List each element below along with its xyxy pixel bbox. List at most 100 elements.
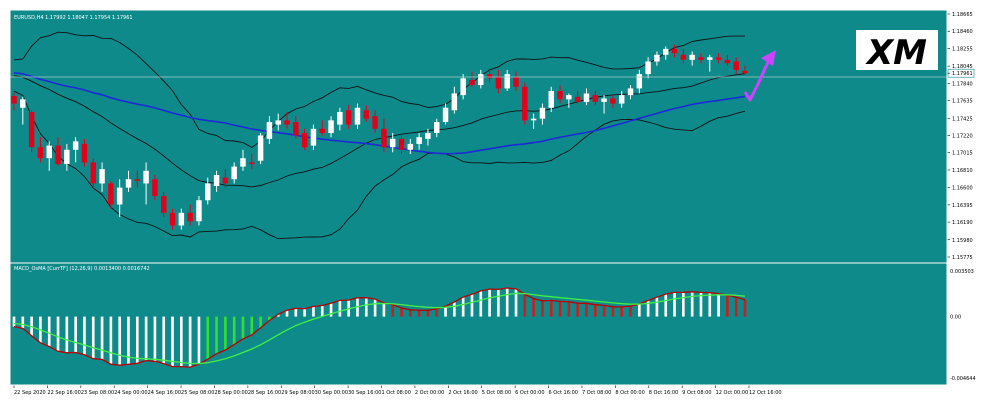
candle [152,175,158,201]
candle [249,153,255,170]
candle-body-bullish [266,122,273,139]
candle-body-bullish [240,158,246,167]
candle-body-bullish [601,98,607,102]
candle [28,110,35,153]
candle-body-bearish [724,59,731,64]
candle-body-bearish [28,111,35,148]
macd-histogram-bar [232,316,236,345]
candle [627,85,634,100]
macd-signal-line [13,292,746,365]
price-label: 1.15775 [952,255,973,261]
macd-histogram-bar [611,306,615,317]
candle [46,141,52,171]
time-label: 12 Oct 00:00 [716,390,749,396]
candle-body-bearish [381,128,387,148]
macd-histogram-bar [215,316,218,354]
candle [671,44,678,58]
candle-body-bearish [486,74,493,79]
candle-body-bullish [205,183,211,201]
macd-histogram-bar [409,309,412,317]
candle [566,93,572,108]
macd-histogram-bar [717,293,720,317]
candle [442,103,449,125]
candle [372,110,378,133]
candle-body-bullish [442,107,449,123]
candle-body-bearish [160,196,167,213]
candle-body-bearish [671,48,678,54]
macd-histogram-bar [294,308,298,317]
macd-histogram-bar [435,308,439,317]
main-panel-background [10,10,947,263]
candle [37,137,44,163]
macd-histogram-bar [444,306,447,317]
candle-body-bullish [504,74,510,89]
macd-histogram-bar [558,301,562,317]
candle-body-bullish [46,145,52,159]
candle-body-bearish [249,162,255,165]
macd-histogram-bar [602,305,606,317]
candle [636,69,643,94]
candle [240,149,246,171]
candle-body-bearish [37,147,44,159]
macd-histogram-bar [320,305,324,317]
candle-body-bearish [90,162,96,184]
macd-panel-border [9,262,948,386]
time-label: 29 Sep 08:00 [281,390,314,396]
price-label: 1.17015 [952,151,973,157]
macd-histogram-bar [743,299,747,317]
time-label: 9 Oct 08:00 [682,390,711,396]
candle [20,96,26,125]
candle-body-bullish [328,120,334,133]
candle [222,169,229,188]
candle-body-bearish [610,98,616,104]
candle-body-bearish [134,179,141,181]
macd-histogram-bar [470,294,474,317]
candle [196,196,202,226]
macd-histogram-bar [364,297,368,317]
candle-body-bullish [64,149,70,165]
candle-body-bullish [548,90,554,108]
candle-body-bearish [733,61,739,70]
candle [354,103,361,129]
forecast-arrow [743,61,770,102]
macd-histogram-bar [118,316,122,366]
candle [689,51,695,66]
candle [425,128,431,146]
candle [398,135,405,154]
macd-histogram-bar [523,294,527,317]
candle-body-bullish [178,212,185,226]
macd-histogram-bar [426,310,430,317]
xm-logo-text: XM [865,33,927,73]
macd-histogram-bar [224,316,227,351]
candle [134,170,141,188]
candle-body-bearish [319,128,325,133]
macd-histogram-bar [180,316,183,367]
macd-histogram-bar [699,292,703,317]
macd-histogram-bar [312,306,315,317]
macd-histogram-bar [567,301,571,317]
macd-panel-title: MACD_OsMA [CurrTF] (12,26,9) 0.0013400 0… [14,266,150,272]
candle [108,180,114,209]
time-axis: 22 Sep 2020 22 Sep 16:00 23 Sep 08:00 24 Se… [13,385,782,396]
candle [663,46,669,60]
macd-histogram-bar [188,316,192,368]
time-label: 8 Oct 00:00 [615,390,644,396]
price-label: 1.15980 [952,238,973,244]
candle [460,74,466,100]
candle [301,128,308,150]
candle [143,162,149,205]
candle-body-bearish [81,143,88,163]
candle [724,54,731,66]
macd-histogram-bar [285,310,289,317]
macd-histogram-bar [593,304,597,317]
macd-axis-label: 0.003503 [950,269,974,275]
candle [654,51,660,66]
macd-histogram-bar [505,287,509,317]
macd-histogram-bar [65,316,69,353]
candle [434,118,440,138]
candle-body-bullish [310,128,317,146]
candle-body-bullish [530,118,537,121]
macd-histogram-bar [646,300,650,317]
time-label: 28 Sep 16:00 [248,390,281,396]
candle-body-bearish [222,177,229,184]
